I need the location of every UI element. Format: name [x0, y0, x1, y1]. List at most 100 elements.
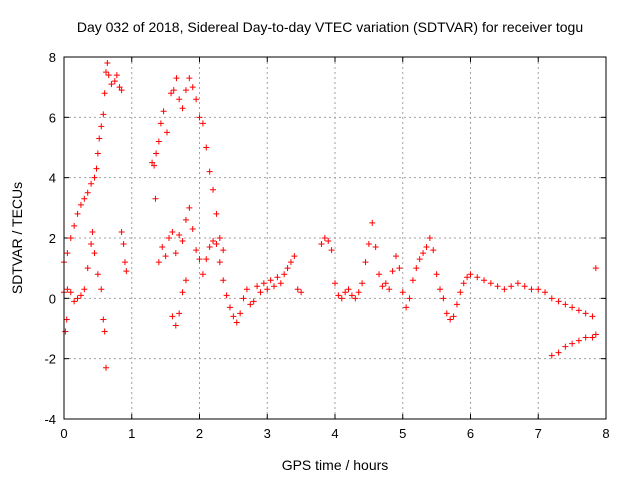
data-point [325, 238, 332, 245]
data-point [284, 265, 291, 272]
data-point [447, 316, 454, 323]
data-point [91, 174, 98, 181]
data-point [108, 81, 115, 88]
data-point [67, 235, 74, 241]
data-point [170, 87, 177, 94]
data-point [450, 313, 457, 320]
data-point [260, 280, 267, 287]
data-point [406, 295, 413, 302]
data-point [430, 247, 437, 254]
data-point [118, 228, 125, 235]
data-point [589, 334, 596, 341]
data-point [63, 316, 70, 323]
y-tick-label: -4 [44, 412, 56, 427]
data-point [67, 289, 74, 296]
data-point [206, 244, 213, 251]
data-point [155, 259, 162, 266]
data-point [101, 90, 108, 97]
data-point [94, 271, 101, 278]
data-point [160, 108, 167, 115]
data-point [474, 274, 481, 281]
data-point [182, 87, 189, 94]
data-point [162, 253, 169, 260]
data-points-layer [61, 60, 599, 371]
data-point [179, 289, 186, 296]
data-point [267, 277, 274, 284]
data-point [355, 289, 362, 296]
data-point [264, 286, 271, 293]
data-point [101, 328, 108, 335]
data-point [64, 250, 71, 257]
data-point [592, 331, 599, 338]
data-point [230, 313, 237, 320]
x-tick-label: 5 [399, 426, 406, 441]
x-tick-label: 3 [264, 426, 271, 441]
data-point [77, 201, 84, 208]
data-point [74, 295, 81, 302]
x-axis-label: GPS time / hours [282, 457, 389, 473]
data-point [328, 247, 335, 254]
data-point [64, 286, 71, 293]
data-point [199, 120, 206, 127]
data-point [216, 259, 223, 266]
data-point [118, 87, 125, 94]
data-point [389, 268, 396, 275]
data-point [575, 307, 582, 314]
data-point [592, 265, 599, 272]
data-point [528, 286, 535, 293]
data-point [89, 228, 96, 235]
data-point [416, 256, 423, 263]
series-short-arcs [61, 195, 159, 371]
data-point [562, 301, 569, 308]
data-point [74, 210, 81, 217]
y-tick-label: 2 [49, 231, 56, 246]
data-point [535, 286, 542, 293]
data-point [359, 280, 366, 287]
data-point [423, 244, 430, 251]
data-point [254, 283, 261, 290]
x-tick-label: 0 [60, 426, 67, 441]
data-point [437, 286, 444, 293]
data-point [433, 271, 440, 278]
data-point [274, 274, 281, 281]
data-point [257, 289, 264, 296]
data-point [169, 313, 176, 320]
data-point [173, 75, 180, 82]
data-point [291, 253, 298, 260]
data-point [481, 277, 488, 284]
data-point [582, 310, 589, 317]
x-tick-label: 2 [196, 426, 203, 441]
data-point [338, 295, 345, 302]
data-point [216, 235, 223, 241]
data-point [542, 289, 549, 296]
data-point [172, 250, 179, 257]
data-point [203, 144, 210, 151]
data-point [281, 271, 288, 278]
data-point [514, 280, 521, 287]
data-point [220, 247, 227, 254]
data-point [193, 96, 200, 103]
data-point [103, 364, 110, 371]
data-point [233, 319, 240, 326]
data-point [100, 316, 107, 323]
data-point [413, 265, 420, 272]
data-point [548, 352, 555, 359]
data-point [569, 304, 576, 311]
data-point [521, 283, 528, 290]
data-point [318, 241, 325, 248]
data-point [365, 241, 372, 248]
data-point [186, 204, 193, 211]
data-point [457, 289, 464, 296]
data-point [487, 280, 494, 287]
data-point [168, 90, 175, 97]
data-point [172, 322, 179, 329]
data-point [508, 283, 515, 290]
y-tick-label: -2 [44, 352, 56, 367]
data-point [199, 271, 206, 278]
data-point [182, 216, 189, 223]
data-point [71, 298, 78, 305]
data-point [166, 235, 173, 241]
data-point [403, 304, 410, 311]
